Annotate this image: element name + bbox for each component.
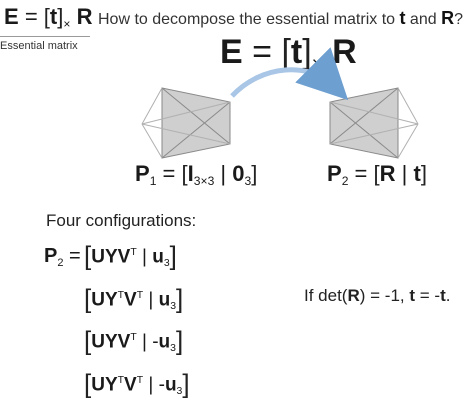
question-prefix: How to decompose the essential matrix to	[98, 11, 400, 28]
cfg-u-sub: 3	[163, 257, 170, 269]
section-divider	[0, 36, 90, 37]
cfg-transpose: T	[130, 332, 137, 343]
cfg-matrix: UYV	[91, 246, 131, 268]
header-question: How to decompose the essential matrix to…	[98, 8, 463, 30]
big-formula-e: E	[220, 33, 243, 71]
section-label: Essential matrix	[0, 40, 78, 52]
cfg-u: u	[164, 374, 177, 396]
camera-left	[141, 87, 231, 159]
question-suffix: ?	[454, 11, 463, 28]
cfg-matrix: UY	[91, 374, 118, 396]
p2-name: P	[327, 161, 342, 186]
p2-lhs-name: P	[44, 245, 58, 267]
cfg-bar: |	[141, 246, 147, 268]
cfg-u-sub: 3	[170, 342, 176, 354]
condition-r: R	[347, 286, 360, 305]
cfg-transpose: T	[130, 247, 137, 258]
cfg-v: V	[124, 374, 137, 396]
camera-2-matrix: P2 = [R | t]	[327, 160, 427, 195]
p2-open-bracket: [	[373, 161, 380, 186]
cfg-u-sub: 3	[176, 385, 183, 397]
p2-lhs: P2 =	[44, 243, 81, 276]
p2-eq: =	[354, 161, 368, 186]
condition-t: t	[409, 286, 416, 305]
big-formula-open-bracket: [	[281, 33, 291, 71]
cfg-sign: -	[158, 374, 165, 396]
transform-arrow	[230, 47, 349, 101]
p2-translation: t	[413, 161, 421, 186]
cfg-u-sub: 3	[170, 300, 177, 312]
formula-cross: ×	[63, 17, 71, 32]
question-t: t	[399, 8, 406, 28]
camera-1-matrix: P1 = [I3×3 | 03]	[135, 160, 257, 195]
p1-zero: 0	[232, 161, 245, 186]
cfg-bar: |	[141, 331, 147, 353]
header-formula: E = [t]× R	[4, 4, 92, 37]
cfg-matrix: UYV	[91, 331, 131, 353]
p1-eq: =	[162, 161, 176, 186]
cfg-transpose-y: T	[117, 375, 125, 386]
p2-lhs-eq: =	[69, 245, 81, 267]
formula-r: R	[76, 4, 93, 29]
formula-eq: =	[24, 4, 38, 29]
question-r: R	[441, 8, 455, 28]
cfg-transpose-y: T	[117, 290, 125, 301]
p1-sub: 1	[149, 174, 157, 189]
condition-if: If	[304, 286, 319, 305]
p1-open-bracket: [	[181, 161, 188, 186]
camera-right	[329, 87, 419, 159]
cfg-bar: |	[148, 289, 154, 311]
four-configurations-title: Four configurations:	[46, 211, 197, 230]
cfg-v: V	[124, 289, 137, 311]
big-formula-eq: =	[252, 33, 272, 71]
cfg-u: u	[158, 331, 171, 353]
question-and: and	[405, 11, 442, 28]
cfg-matrix: UY	[91, 289, 118, 311]
cfg-transpose: T	[136, 290, 144, 301]
p1-close-bracket: ]	[251, 161, 258, 186]
determinant-condition: If det(R) = -1, t = -t.	[304, 285, 450, 307]
p2-lhs-sub: 2	[57, 256, 64, 269]
p2-sub: 2	[341, 174, 349, 189]
p1-zero-sub: 3	[244, 174, 252, 189]
condition-close: ) = -1,	[359, 286, 410, 305]
condition-t2: t	[440, 286, 446, 305]
cfg-sign: -	[152, 331, 159, 353]
condition-eq: = -	[415, 286, 441, 305]
configuration-2: [UYTVT | u3]	[84, 283, 184, 314]
formula-open-bracket: [	[43, 4, 50, 29]
formula-close-bracket: ]	[57, 4, 64, 29]
p2-rotation: R	[379, 161, 396, 186]
p2-bar: |	[401, 161, 408, 186]
p1-bar: |	[220, 161, 227, 186]
condition-end: .	[445, 286, 451, 305]
p1-identity: I	[187, 161, 194, 186]
p1-name: P	[135, 161, 150, 186]
p1-identity-sub: 3×3	[193, 174, 215, 189]
cfg-u: u	[158, 289, 171, 311]
formula-e: E	[4, 4, 19, 29]
configuration-4: [UYTVT | -u3]	[84, 368, 190, 399]
configuration-3: [UYVT | -u3]	[84, 325, 184, 356]
cfg-u: u	[152, 246, 164, 268]
cfg-transpose: T	[136, 375, 144, 386]
formula-t: t	[49, 4, 58, 29]
p2-close-bracket: ]	[420, 161, 427, 186]
cfg-bar: |	[148, 374, 154, 396]
configuration-1: [UYVT | u3]	[84, 240, 177, 271]
condition-det: det(	[318, 286, 348, 305]
